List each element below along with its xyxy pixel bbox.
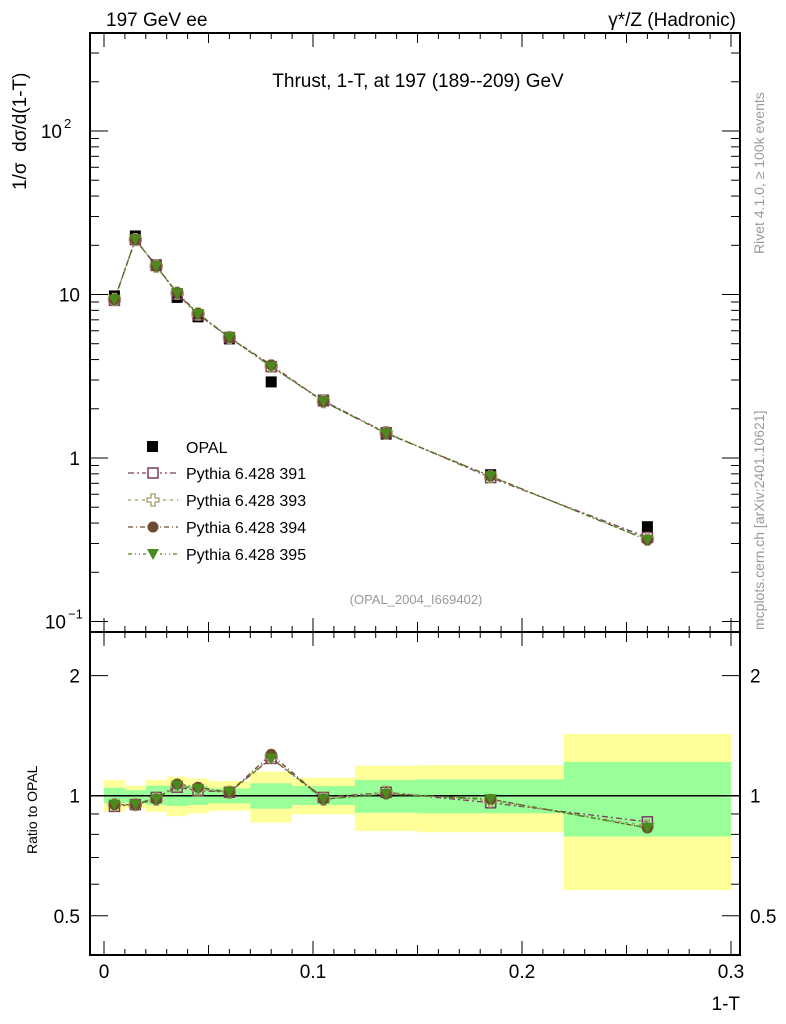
legend-marker: [146, 493, 160, 507]
mc-marker: [192, 309, 205, 321]
x-tick-label: 0.3: [718, 962, 744, 983]
mc-marker: [223, 332, 236, 344]
ratio-frame: [89, 631, 741, 956]
ratio-tick-label-right: 1: [750, 787, 761, 808]
mc-marker: [171, 288, 184, 300]
opal-data-point: [265, 376, 277, 388]
mc-marker: [380, 428, 393, 440]
legend-label: Pythia 6.428 395: [186, 547, 306, 564]
mc-ratio-marker: [129, 799, 142, 811]
legend-marker-opal: [147, 441, 158, 452]
mc-line-main: [113, 238, 648, 541]
x-tick-label: 0.1: [300, 962, 326, 983]
mc-marker: [641, 534, 654, 546]
y-tick-label: 10: [41, 122, 62, 143]
rivet-label: Rivet 4.1.0, ≥ 100k events: [751, 92, 767, 254]
ratio-tick-label-left: 1: [69, 787, 80, 808]
mc-marker: [129, 234, 142, 246]
ratio-y-label: Ratio to OPAL: [24, 765, 40, 854]
mc-marker: [108, 294, 121, 306]
legend-marker-bg: [146, 466, 160, 480]
header-left: 197 GeV ee: [106, 10, 207, 31]
mc-ratio-marker: [641, 822, 654, 834]
ratio-tick-label-left: 0.5: [54, 907, 80, 928]
mc-ratio-marker: [192, 783, 205, 795]
legend-marker: [147, 549, 159, 560]
ratio-tick-label-right: 2: [750, 667, 761, 688]
legend-label: Pythia 6.428 393: [186, 493, 306, 510]
x-axis-label: 1-T: [712, 994, 741, 1015]
uncertainty-bands: [90, 733, 740, 891]
y-tick-exponent: −1: [68, 607, 83, 622]
y-tick-exponent: 2: [64, 116, 71, 131]
mc-ratio-marker: [171, 780, 184, 792]
x-tick-label: 0.2: [509, 962, 535, 983]
mc-marker: [265, 361, 278, 373]
mc-ratio-marker: [317, 794, 330, 806]
header-right: γ*/Z (Hadronic): [608, 10, 736, 31]
legend: OPAL Pythia 6.428 391 Pythia 6.428 393 Pyt…: [128, 440, 306, 564]
analysis-id: (OPAL_2004_I669402): [350, 592, 483, 607]
legend-marker: [147, 521, 159, 533]
legend-label: Pythia 6.428 394: [186, 520, 306, 537]
legend-marker-bg: [146, 493, 160, 507]
mc-ratio-marker: [484, 794, 497, 806]
mc-ratio-marker: [380, 788, 393, 800]
mcplots-label: mcplots.cern.ch [arXiv:2401.10621]: [751, 411, 767, 630]
ratio-tick-label-right: 0.5: [750, 907, 776, 928]
chart-title: Thrust, 1-T, at 197 (189--209) GeV: [272, 71, 564, 92]
mc-marker: [484, 471, 497, 483]
ratio-tick-label-left: 2: [69, 667, 80, 688]
mc-ratio-marker: [265, 753, 278, 765]
opal-data-point: [641, 521, 653, 533]
y-axis-label: 1/σ dσ/d(1-T): [10, 73, 31, 190]
legend-label: Pythia 6.428 391: [186, 466, 306, 483]
mc-ratio-marker: [150, 794, 163, 806]
mc-ratio-marker: [223, 787, 236, 799]
legend-marker: [147, 467, 159, 479]
legend-label-opal: OPAL: [186, 440, 228, 457]
mc-marker: [317, 396, 330, 408]
mc-marker: [150, 261, 163, 273]
x-tick-label: 0: [99, 962, 110, 983]
mc-ratio-marker: [108, 799, 121, 811]
y-tick-label: 1: [69, 449, 80, 470]
data-markers: [107, 230, 655, 834]
y-tick-label: 10: [59, 286, 80, 307]
y-tick-label: 10: [45, 613, 66, 634]
